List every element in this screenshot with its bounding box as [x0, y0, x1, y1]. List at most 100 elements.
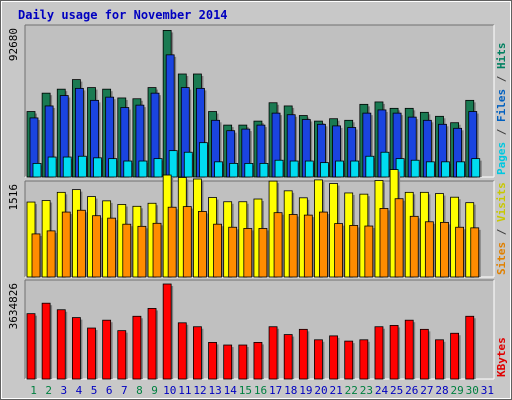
bar-pages-day-27	[425, 161, 435, 178]
bar-kbytes-day-6	[102, 319, 112, 380]
bar-sites-day-20	[319, 211, 328, 278]
x-tick-label: 13	[208, 384, 221, 397]
bar-sites-day-11	[182, 206, 192, 278]
bar-kbytes-day-17	[268, 326, 278, 380]
bar-kbytes-day-20	[314, 339, 323, 380]
x-tick-label: 14	[224, 384, 238, 397]
bar-kbytes-day-23	[359, 339, 369, 380]
bar-kbytes-day-8	[132, 315, 142, 380]
bar-sites-day-3	[61, 211, 71, 278]
bar-kbytes-day-29	[450, 332, 460, 380]
bar-pages-day-20	[320, 162, 329, 178]
x-tick-label: 24	[375, 384, 389, 397]
x-tick-label: 21	[330, 384, 343, 397]
legend-part-1: /	[495, 122, 508, 142]
bar-pages-day-26	[410, 159, 420, 178]
bar-pages-day-22	[350, 160, 360, 178]
x-tick-label: 6	[106, 384, 113, 397]
chart-title: Daily usage for November 2014	[18, 8, 228, 22]
x-tick-label: 7	[121, 384, 128, 397]
bar-kbytes-day-9	[147, 308, 157, 380]
legend-part-0: KBytes	[495, 337, 508, 377]
bar-pages-day-28	[441, 161, 450, 178]
bar-sites-day-21	[334, 223, 343, 278]
panels-layer: 92680 Pages / Files / Hits 1516 Sites / Vis…	[7, 24, 508, 380]
bar-kbytes-day-7	[117, 330, 127, 380]
bar-kbytes-day-24	[374, 326, 384, 380]
x-tick-label: 3	[61, 384, 68, 397]
bar-sites-day-28	[440, 221, 449, 278]
bar-sites-day-30	[470, 227, 480, 278]
bar-sites-day-17	[273, 212, 283, 278]
x-tick-label: 30	[466, 384, 479, 397]
bar-pages-day-15	[244, 163, 254, 178]
bar-kbytes-day-16	[253, 342, 263, 380]
bar-pages-day-14	[229, 163, 239, 178]
bar-sites-day-23	[364, 225, 374, 278]
x-tick-label: 11	[178, 384, 191, 397]
panel-hits-scale-label: 92680	[7, 28, 20, 61]
bar-sites-day-14	[228, 226, 238, 278]
x-tick-label: 8	[136, 384, 143, 397]
bar-kbytes-day-13	[208, 342, 217, 380]
bar-kbytes-day-18	[283, 334, 293, 380]
bar-kbytes-day-2	[41, 302, 51, 380]
bar-pages-day-8	[138, 160, 148, 178]
panel-visits-scale-label: 1516	[7, 184, 20, 211]
bar-kbytes-day-25	[389, 325, 399, 380]
bar-sites-day-7	[122, 223, 132, 278]
bar-pages-day-12	[199, 142, 208, 178]
bar-pages-day-16	[259, 163, 269, 178]
bar-sites-day-9	[152, 222, 162, 278]
x-tick-label: 28	[435, 384, 448, 397]
bar-kbytes-day-22	[344, 340, 354, 380]
x-tick-label: 22	[345, 384, 358, 397]
bar-pages-day-10	[168, 150, 178, 178]
x-tick-label: 18	[284, 384, 297, 397]
bar-sites-day-13	[213, 223, 222, 278]
bar-pages-day-4	[77, 155, 87, 178]
bar-pages-day-19	[304, 160, 314, 178]
x-tick-label: 2	[45, 384, 52, 397]
bar-pages-day-17	[274, 159, 284, 178]
bar-sites-day-22	[349, 225, 359, 278]
bar-sites-day-8	[137, 225, 147, 278]
x-tick-label: 23	[360, 384, 373, 397]
x-tick-label: 4	[76, 384, 83, 397]
bar-kbytes-day-1	[26, 313, 36, 380]
x-tick-label: 20	[314, 384, 327, 397]
bar-pages-day-2	[47, 156, 57, 178]
x-tick-label: 1	[30, 384, 37, 397]
panel-kbytes-legend-label: KBytes	[495, 337, 508, 377]
bar-sites-day-15	[243, 228, 253, 278]
panel-kbytes-scale-label: 3634826	[7, 283, 20, 329]
x-tick-label: 29	[451, 384, 464, 397]
bar-pages-day-29	[456, 161, 466, 178]
panel-kbytes: 3634826 KBytes	[7, 279, 508, 380]
bar-pages-day-13	[214, 161, 223, 178]
panel-visits-legend-label: Sites / Visits	[495, 182, 508, 275]
bar-pages-day-7	[123, 160, 133, 178]
bar-kbytes-day-12	[193, 326, 202, 380]
bar-pages-day-21	[335, 160, 344, 178]
bar-pages-day-18	[289, 160, 299, 178]
bar-sites-day-10	[167, 206, 177, 278]
bar-sites-day-1	[31, 233, 41, 278]
bar-kbytes-day-10	[162, 283, 172, 380]
bar-kbytes-day-28	[435, 339, 444, 380]
bar-pages-day-11	[183, 151, 193, 178]
legend-part-0: Sites	[495, 242, 508, 275]
bar-sites-day-5	[92, 215, 101, 278]
bar-kbytes-day-15	[238, 344, 248, 380]
bar-kbytes-day-5	[87, 327, 96, 380]
bar-sites-day-2	[46, 230, 56, 278]
bar-sites-day-25	[394, 198, 404, 278]
legend-part-2: Files	[495, 89, 508, 122]
x-tick-label: 17	[269, 384, 282, 397]
bar-kbytes-day-26	[404, 319, 414, 380]
x-axis: 1 2 3 4 5 6 7 8 9 10 11 12 13 14 15 16 17 18 19 20 21 22 23 24 2…	[30, 384, 494, 397]
bar-sites-day-29	[455, 226, 465, 278]
x-tick-label: 26	[405, 384, 418, 397]
panel-visits: 1516 Sites / Visits	[7, 169, 508, 278]
